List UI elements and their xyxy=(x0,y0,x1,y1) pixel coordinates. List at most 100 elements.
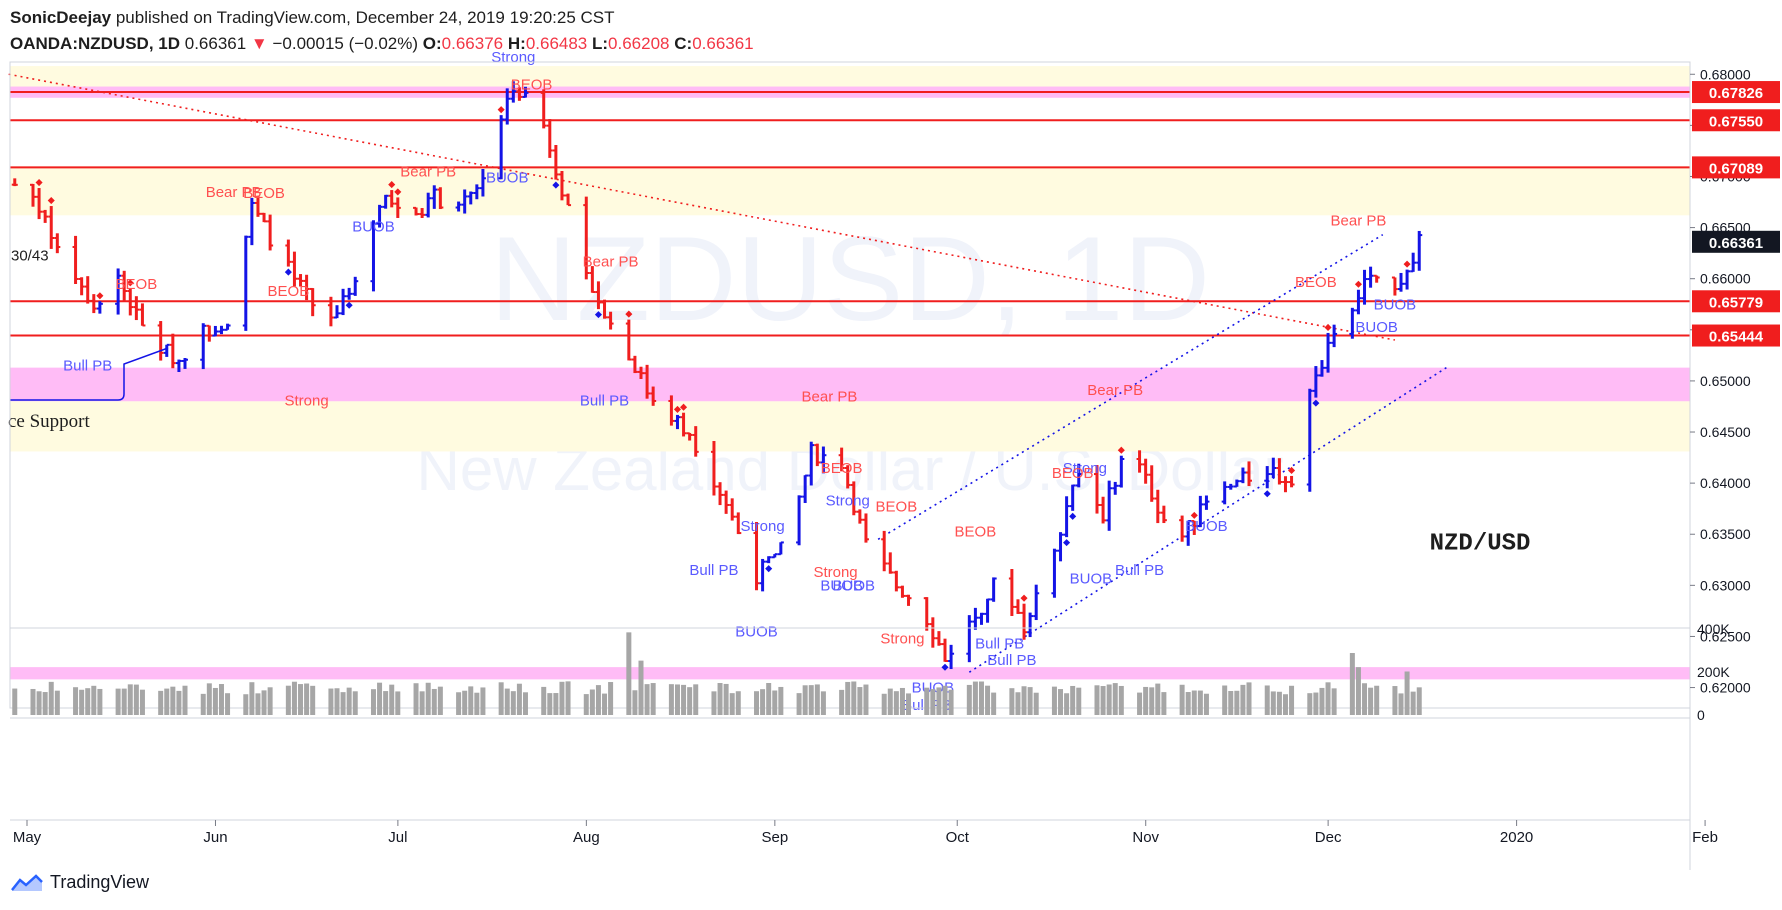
volume-bar xyxy=(1362,683,1368,715)
time-tick-label: 2020 xyxy=(1500,829,1533,846)
volume-bar xyxy=(595,685,601,715)
volume-bar xyxy=(225,693,231,715)
annotation-label: Bull PB xyxy=(987,652,1036,669)
last-price: 0.66361 xyxy=(184,34,247,53)
volume-bar xyxy=(30,688,36,715)
volume-bar xyxy=(133,684,139,715)
price-chart[interactable]: NZDUSD, 1D New Zealand Dollar / U.S. Dol… xyxy=(0,0,1782,870)
bar-signal-diamond xyxy=(594,311,602,319)
publish-line: SonicDeejay published on TradingView.com… xyxy=(10,8,615,28)
open-label: O: xyxy=(422,34,442,53)
annotation-label: BEOB xyxy=(268,283,310,300)
bar-signal-diamond xyxy=(394,188,402,196)
volume-bar xyxy=(845,681,851,715)
volume-bar xyxy=(12,688,18,715)
volume-bar xyxy=(395,691,401,715)
time-tick-label: Jun xyxy=(203,829,227,846)
price-tick-label: 0.65000 xyxy=(1700,373,1751,389)
down-arrow-icon: ▼ xyxy=(250,34,268,53)
volume-bar xyxy=(200,693,206,715)
volume-bar xyxy=(504,688,510,715)
volume-bar xyxy=(906,693,912,715)
volume-bar xyxy=(346,687,352,715)
annotation-label: BUOB xyxy=(1070,570,1113,587)
volume-bar xyxy=(966,684,972,715)
volume-bar xyxy=(602,693,608,715)
volume-bar xyxy=(1307,693,1313,715)
volume-bar xyxy=(589,689,595,715)
bar-signal-diamond xyxy=(1324,323,1332,331)
price-tick-label: 0.68000 xyxy=(1700,66,1751,82)
volume-bar xyxy=(991,692,997,715)
zone-pink xyxy=(10,667,1690,680)
annotation-label: Strong xyxy=(813,564,857,581)
volume-bar xyxy=(498,682,504,715)
price-bars xyxy=(11,81,1423,670)
volume-bar xyxy=(91,685,97,715)
time-tick-label: Sep xyxy=(761,829,788,846)
low-value: 0.66208 xyxy=(608,34,670,53)
annotation-label: Strong xyxy=(491,49,535,66)
volume-bar xyxy=(121,688,127,715)
volume-bar xyxy=(1349,653,1355,715)
annotation-label: BEOB xyxy=(1295,274,1337,291)
volume-bar xyxy=(115,688,121,715)
volume-bar xyxy=(480,687,486,715)
volume-bar xyxy=(170,686,176,715)
volume-bar xyxy=(48,681,54,715)
volume-bar xyxy=(559,681,565,715)
volume-bar xyxy=(1149,687,1155,715)
time-tick-label: Jul xyxy=(388,829,407,846)
volume-bar xyxy=(468,686,474,715)
trend-line xyxy=(8,73,1396,341)
volume-bar xyxy=(462,690,468,715)
volume-bar xyxy=(668,684,674,715)
volume-bar xyxy=(1021,686,1027,715)
volume-bar xyxy=(857,687,863,715)
bar-signal-diamond xyxy=(1020,594,1028,602)
volume-bar xyxy=(261,690,267,715)
volume-bar xyxy=(425,682,431,715)
close-label: C: xyxy=(674,34,693,53)
volume-bar xyxy=(1064,693,1070,715)
callout-outline xyxy=(10,347,169,401)
volume-bar xyxy=(1112,683,1118,715)
volume-bar xyxy=(340,692,346,715)
chart-title: NZD/USD xyxy=(1430,531,1531,558)
bar-signal-diamond xyxy=(765,565,773,573)
author-name[interactable]: SonicDeejay xyxy=(10,8,112,27)
level-badge xyxy=(1692,290,1780,313)
volume-bar xyxy=(565,681,571,715)
volume-tick-label: 400K xyxy=(1697,621,1730,637)
level-badge xyxy=(1692,324,1780,347)
volume-bar xyxy=(176,690,182,715)
volume-bar xyxy=(139,689,145,715)
volume-bar xyxy=(1404,671,1410,715)
level-badge-label: 0.67550 xyxy=(1709,113,1763,130)
tradingview-brand[interactable]: TradingView xyxy=(50,872,150,892)
volume-bar xyxy=(881,693,887,715)
volume-bar xyxy=(1325,682,1331,715)
volume-bar xyxy=(249,682,255,715)
annotation-label: Bull PB xyxy=(689,562,738,579)
volume-bar xyxy=(626,632,632,715)
volume-bar xyxy=(802,685,808,715)
price-tick-label: 0.64500 xyxy=(1700,424,1751,440)
volume-bar xyxy=(1270,691,1276,715)
level-lines xyxy=(10,91,1690,337)
volume-bar xyxy=(893,691,899,715)
volume-bar xyxy=(1264,685,1270,715)
volume-bar xyxy=(972,681,978,715)
annotation-label: BUOB xyxy=(486,170,529,187)
volume-bar xyxy=(352,691,358,715)
price-tick-label: 0.66000 xyxy=(1700,271,1751,287)
level-badge-label: 0.67089 xyxy=(1709,160,1763,177)
symbol-label: OANDA:NZDUSD, 1D xyxy=(10,34,180,53)
time-tick-label: Feb xyxy=(1692,829,1718,846)
volume-bar xyxy=(717,683,723,715)
publish-text: published on TradingView.com, December 2… xyxy=(115,8,615,27)
volume-bar xyxy=(1282,694,1288,715)
volume-bar xyxy=(638,660,644,715)
volume-bar xyxy=(85,688,91,715)
low-label: L: xyxy=(592,34,609,53)
